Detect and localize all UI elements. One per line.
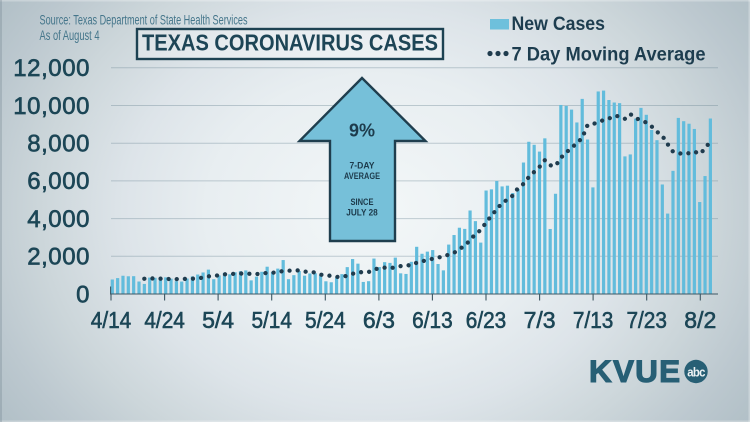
svg-text:5/4: 5/4	[202, 307, 234, 333]
svg-text:4/14: 4/14	[91, 307, 132, 333]
svg-text:Source: Texas Department of St: Source: Texas Department of State Health…	[40, 13, 248, 28]
svg-text:7/3: 7/3	[524, 307, 556, 333]
svg-text:SINCE: SINCE	[351, 197, 374, 207]
svg-text:6/13: 6/13	[412, 307, 453, 333]
svg-text:6/3: 6/3	[363, 307, 395, 333]
svg-text:8,000: 8,000	[27, 131, 90, 158]
svg-text:TEXAS CORONAVIRUS CASES: TEXAS CORONAVIRUS CASES	[142, 30, 438, 56]
svg-text:9%: 9%	[349, 121, 375, 141]
svg-text:7/13: 7/13	[573, 307, 614, 333]
svg-text:6/23: 6/23	[466, 307, 507, 333]
svg-text:4,000: 4,000	[27, 206, 90, 233]
svg-text:8/2: 8/2	[684, 307, 716, 333]
svg-text:5/14: 5/14	[251, 307, 292, 333]
svg-text:10,000: 10,000	[13, 93, 90, 120]
svg-text:JULY 28: JULY 28	[346, 208, 378, 218]
svg-text:As of August 4: As of August 4	[40, 28, 100, 43]
svg-text:6,000: 6,000	[27, 168, 90, 195]
svg-text:7/23: 7/23	[626, 307, 667, 333]
svg-text:abc: abc	[687, 365, 705, 380]
svg-text:2,000: 2,000	[27, 244, 90, 271]
svg-text:KVUE: KVUE	[589, 353, 681, 389]
svg-text:12,000: 12,000	[13, 55, 90, 82]
svg-text:5/24: 5/24	[305, 307, 346, 333]
svg-text:7-DAY: 7-DAY	[350, 161, 375, 171]
svg-text:New Cases: New Cases	[512, 14, 606, 35]
svg-text:7 Day Moving Average: 7 Day Moving Average	[512, 45, 706, 66]
svg-text:AVERAGE: AVERAGE	[344, 171, 380, 181]
svg-text:4/24: 4/24	[144, 307, 185, 333]
svg-text:0: 0	[76, 281, 90, 308]
